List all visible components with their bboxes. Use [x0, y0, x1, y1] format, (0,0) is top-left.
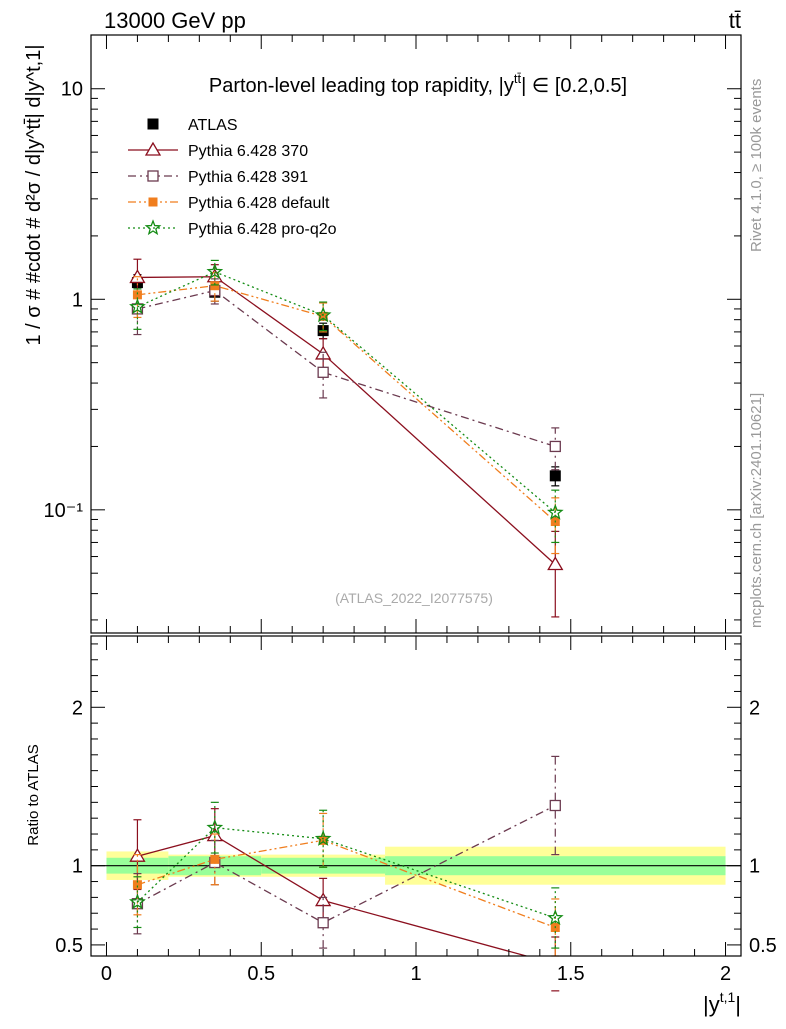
series-line-pdefault [137, 285, 556, 523]
ratio-y-tick-label-right: 0.5 [749, 935, 777, 957]
marker-pq2o [129, 893, 146, 910]
legend-marker-atlas [147, 118, 159, 130]
legend-label-p391: Pythia 6.428 391 [188, 169, 308, 186]
legend-marker-p370 [144, 141, 162, 156]
ratio-y-tick-label: 1 [72, 856, 83, 878]
chart-title: Parton-level leading top rapidity, |ytt̄… [209, 71, 627, 97]
marker-pdefault [318, 311, 328, 321]
series-line-p370 [137, 276, 556, 565]
header-left: 13000 GeV pp [104, 8, 246, 33]
marker-pq2o [206, 818, 224, 835]
marker-p391 [549, 440, 561, 453]
series-line-pdefault [137, 839, 556, 929]
series-pq2o [129, 259, 564, 544]
x-tick-label: 1 [410, 963, 421, 985]
title-text: Parton-level leading top rapidity, |y [209, 75, 514, 97]
x-tick-label: 0.5 [247, 963, 275, 985]
legend-marker-pdefault [148, 197, 158, 207]
main-panel [91, 35, 741, 633]
ratio-y-tick-label: 2 [72, 697, 83, 719]
marker-pq2o [314, 829, 332, 846]
header-right: tt̄ [729, 8, 741, 33]
ratio-panel [91, 636, 741, 956]
marker-pdefault [132, 880, 142, 890]
legend-marker-p391 [147, 170, 159, 182]
y-tick-label: 1 [72, 289, 83, 311]
legend-marker-pq2o [144, 219, 162, 236]
main-plot-area [91, 35, 741, 633]
marker-pq2o [314, 306, 332, 323]
analysis-id: (ATLAS_2022_I2077575) [335, 590, 493, 606]
ratio-y-tick-label-right: 1 [749, 856, 760, 878]
marker-p391 [317, 366, 329, 378]
xlabel-tail: | [735, 992, 741, 1017]
marker-atlas [549, 470, 561, 482]
title-sup: tt̄ [514, 71, 522, 86]
ratio-ylabel: Ratio to ATLAS [25, 744, 42, 845]
ratio-series-layer [129, 755, 564, 992]
legend-entry-pq2o: Pythia 6.428 pro-q2o [128, 219, 337, 238]
legend-entry-atlas: ATLAS [147, 117, 238, 134]
legend-entry-p391: Pythia 6.428 391 [128, 169, 308, 186]
marker-pq2o [546, 503, 564, 520]
series-pq2o [129, 801, 564, 949]
marker-pdefault [132, 290, 142, 300]
marker-pdefault [210, 281, 220, 291]
legend-label-pdefault: Pythia 6.428 default [188, 195, 330, 212]
series-line-pq2o [136, 827, 556, 919]
legend-label-pq2o: Pythia 6.428 pro-q2o [188, 221, 337, 238]
marker-pq2o [546, 909, 564, 926]
main-axes: 10⁻¹ 1 10 [44, 34, 742, 634]
legend-label-p370: Pythia 6.428 370 [188, 143, 308, 160]
ratio-y-tick-label-right: 2 [749, 697, 760, 719]
y-tick-label: 10 [61, 79, 83, 101]
x-tick-label: 0 [101, 963, 112, 985]
ratio-xlabel: |yt,1| [703, 989, 741, 1017]
marker-p391 [549, 799, 561, 812]
legend-entry-pdefault: Pythia 6.428 default [128, 195, 330, 212]
marker-pq2o [129, 298, 146, 315]
title-tail: | ∈ [0.2,0.5] [521, 75, 627, 97]
mcplots-label: mcplots.cern.ch [arXiv:2401.10621] [748, 393, 765, 628]
y-tick-label: 10⁻¹ [44, 500, 84, 522]
series-line-p391 [137, 804, 556, 924]
ratio-axes: 0.5 0.5 1 1 2 2 0 0.5 1 1.5 2 [55, 635, 777, 985]
ratio-y-tick-label: 0.5 [55, 935, 83, 957]
marker-pq2o [206, 263, 224, 279]
legend: ATLAS Pythia 6.428 370 Pythia 6.428 391 Pyt… [128, 117, 337, 238]
x-tick-label: 1.5 [557, 963, 585, 985]
xlabel-sup: t,1 [720, 989, 736, 1005]
main-ylabel: 1 / σ # #cdot # d²σ / d|y^tt̄| d|y^t,1| [23, 44, 45, 345]
marker-p370 [547, 556, 564, 571]
marker-pdefault [210, 854, 220, 864]
ratio-plot-area [91, 636, 741, 956]
series-line-p370 [137, 834, 529, 956]
legend-entry-p370: Pythia 6.428 370 [128, 141, 308, 160]
x-tick-label: 2 [720, 963, 731, 985]
rivet-label: Rivet 4.1.0, ≥ 100k events [748, 79, 765, 252]
legend-label-atlas: ATLAS [188, 117, 238, 134]
xlabel-base: |y [703, 992, 720, 1017]
series-line-p391 [137, 289, 556, 448]
main-series-layer [129, 258, 564, 618]
marker-p391 [317, 917, 329, 929]
